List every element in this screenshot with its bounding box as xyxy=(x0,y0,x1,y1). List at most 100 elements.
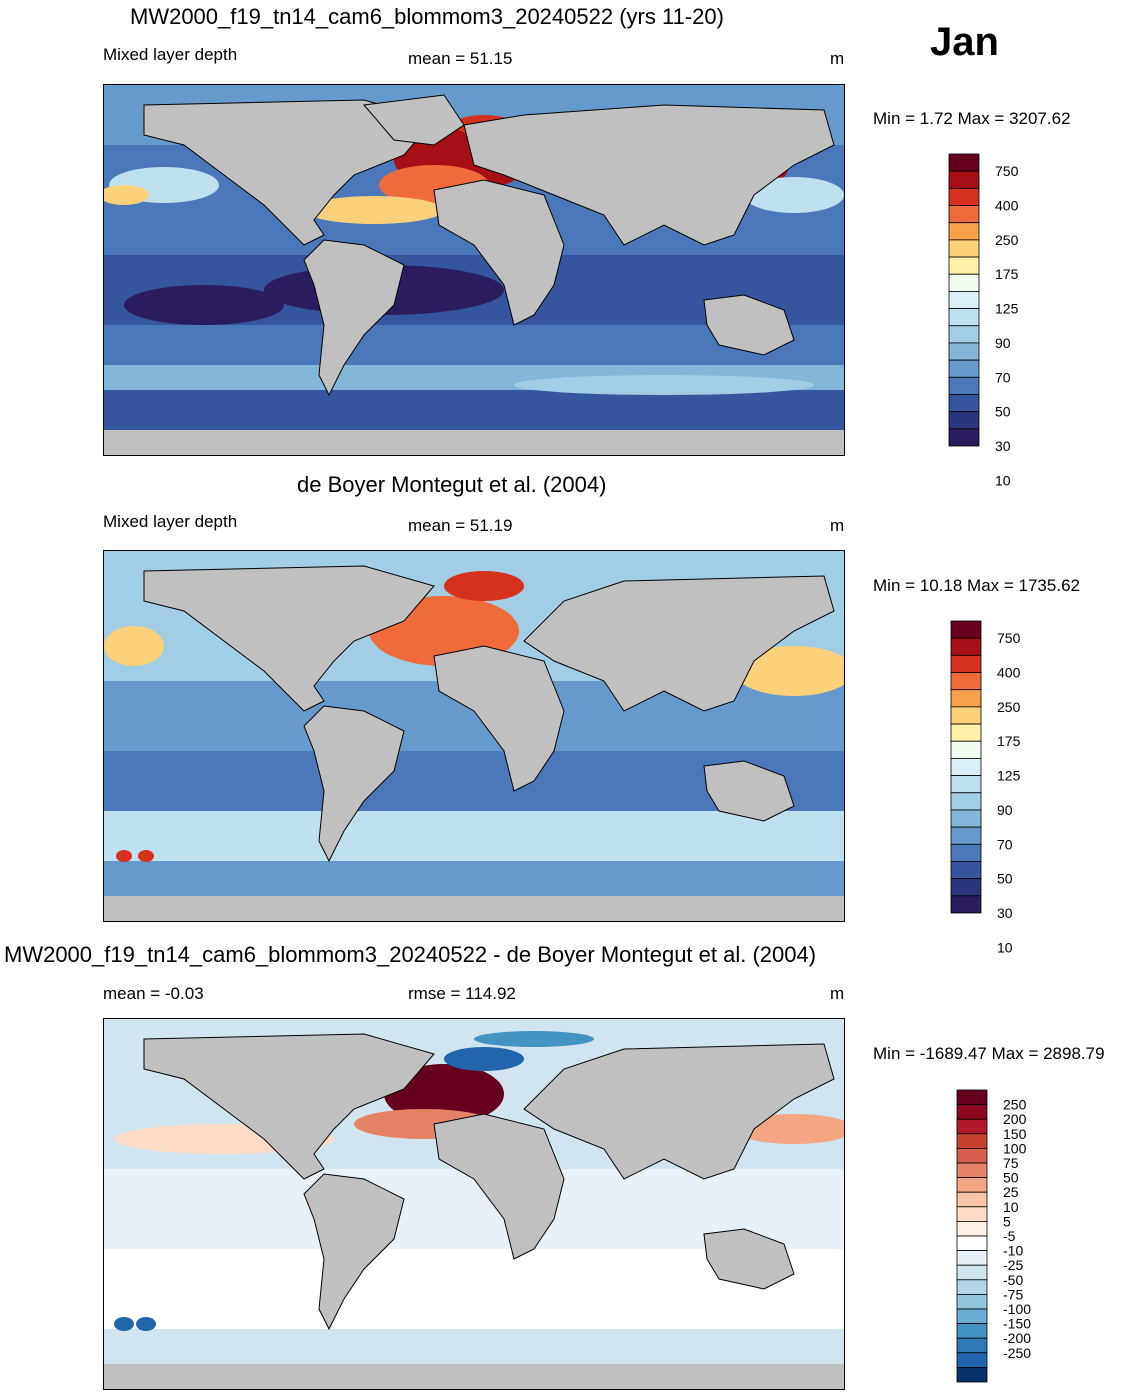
colorbar-swatch xyxy=(950,775,982,794)
colorbar-tick-label: 30 xyxy=(995,438,1011,454)
colorbar-swatch xyxy=(948,376,980,395)
panel-minmax-diff: Min = -1689.47 Max = 2898.79 xyxy=(873,1044,1105,1063)
colorbar-swatch xyxy=(950,826,982,845)
colorbar-swatch xyxy=(948,187,980,206)
colorbar-swatch xyxy=(948,411,980,430)
colorbar-swatch xyxy=(948,394,980,413)
panel-left-label-obs: Mixed layer depth xyxy=(103,512,238,531)
colorbar-tick-label: 75 xyxy=(1003,1155,1019,1171)
colorbar-swatch xyxy=(948,342,980,361)
map-svg-obs xyxy=(104,551,844,921)
colorbar-swatch xyxy=(950,723,982,742)
map-obs xyxy=(103,550,845,922)
colorbar-swatch xyxy=(950,895,982,914)
colorbar-tick-label: -150 xyxy=(1003,1316,1031,1332)
colorbar-swatch xyxy=(948,256,980,275)
colorbar-tick-label: 100 xyxy=(1003,1140,1027,1156)
colorbar-tick-label: 90 xyxy=(997,802,1013,818)
colorbar-swatch xyxy=(948,359,980,378)
panel-title-obs: de Boyer Montegut et al. (2004) xyxy=(297,472,607,497)
colorbar-tick-label: 125 xyxy=(995,301,1019,317)
map-diff xyxy=(103,1018,845,1390)
colorbar-tick-label: 25 xyxy=(1003,1184,1019,1200)
colorbar-swatch xyxy=(956,1089,988,1106)
colorbar-tick-label: -200 xyxy=(1003,1330,1031,1346)
colorbar-tick-label: -25 xyxy=(1003,1257,1023,1273)
colorbar-swatch xyxy=(950,620,982,639)
colorbar-obs: 750 400 250 175 125 90 70 50 30 10 xyxy=(950,620,1041,955)
colorbar-swatch xyxy=(950,861,982,880)
colorbar-tick-label: 200 xyxy=(1003,1111,1027,1127)
colorbar-tick-label: 50 xyxy=(997,871,1013,887)
map-svg-model xyxy=(104,85,844,455)
panel-rmse-diff: rmse = 114.92 xyxy=(408,984,516,1003)
colorbar-swatch xyxy=(956,1323,988,1339)
colorbar-tick-label: 70 xyxy=(997,836,1013,852)
colorbar-swatch xyxy=(950,740,982,759)
colorbar-tick-label: 50 xyxy=(995,404,1011,420)
colorbar-swatch xyxy=(948,153,980,172)
panel-mean-diff: mean = -0.03 xyxy=(103,984,204,1003)
colorbar-model: 750 400 250 175 125 90 70 50 30 10 xyxy=(948,153,1039,488)
colorbar-swatch xyxy=(948,308,980,327)
colorbar-swatch xyxy=(948,325,980,344)
colorbar-swatch xyxy=(956,1264,988,1281)
colorbar-tick-label: 400 xyxy=(997,665,1021,681)
colorbar-diff: 250 200 150 100 75 50 25 10 5 -5 -10 -25 -50 -75 -100-… xyxy=(956,1089,1047,1385)
panel-minmax-obs: Min = 10.18 Max = 1735.62 xyxy=(873,576,1080,595)
colorbar-swatch xyxy=(956,1293,988,1310)
colorbar-swatch xyxy=(950,878,982,897)
panel-mean-obs: mean = 51.19 xyxy=(408,516,513,535)
colorbar-tick-label: -100 xyxy=(1003,1301,1031,1317)
colorbar-swatch xyxy=(956,1279,988,1295)
colorbar-swatch xyxy=(950,792,982,811)
colorbar-tick-label: 30 xyxy=(997,905,1013,921)
colorbar-tick-label: 10 xyxy=(1003,1199,1019,1215)
colorbar-swatch xyxy=(956,1235,988,1252)
colorbar-swatch xyxy=(956,1206,988,1222)
map-model xyxy=(103,84,845,456)
colorbar-swatch xyxy=(950,809,982,828)
colorbar-swatch xyxy=(956,1177,988,1193)
colorbar-swatch xyxy=(956,1337,988,1354)
colorbar-tick-label: 250 xyxy=(1003,1097,1027,1113)
colorbar-swatch xyxy=(950,654,982,673)
month-label: Jan xyxy=(930,20,999,64)
colorbar-swatch xyxy=(950,706,982,725)
colorbar-swatch xyxy=(948,273,980,292)
colorbar-tick-label: -250 xyxy=(1003,1345,1031,1361)
colorbar-tick-label: 175 xyxy=(997,733,1021,749)
colorbar-swatch xyxy=(950,758,982,776)
colorbar-swatch xyxy=(956,1118,988,1135)
colorbar-tick-label: 250 xyxy=(995,232,1019,248)
colorbar-tick-label: 175 xyxy=(995,266,1019,282)
colorbar-swatch xyxy=(956,1191,988,1208)
colorbar-swatch xyxy=(948,205,980,224)
colorbar-swatch xyxy=(950,637,982,656)
colorbar-tick-label: 10 xyxy=(995,472,1011,488)
panel-minmax-model: Min = 1.72 Max = 3207.62 xyxy=(873,109,1071,128)
panel-units-model: m xyxy=(830,49,845,68)
colorbar-tick-label: -10 xyxy=(1003,1243,1023,1259)
panel-mean-model: mean = 51.15 xyxy=(408,49,513,68)
colorbar-swatch xyxy=(950,672,982,691)
colorbar-swatch xyxy=(950,843,982,862)
colorbar-swatch xyxy=(956,1148,988,1164)
colorbar-tick-label: 150 xyxy=(1003,1126,1027,1142)
colorbar-swatch xyxy=(956,1220,988,1237)
colorbar-swatch xyxy=(956,1250,988,1266)
panel-left-label-model: Mixed layer depth xyxy=(103,45,238,64)
colorbar-tick-label: 125 xyxy=(997,768,1021,784)
colorbar-swatch xyxy=(956,1104,988,1120)
colorbar-tick-label: -5 xyxy=(1003,1228,1016,1244)
panel-title-diff: MW2000_f19_tn14_cam6_blommom3_20240522 -… xyxy=(4,942,817,967)
colorbar-swatch xyxy=(948,170,980,189)
colorbar-swatch xyxy=(948,239,980,258)
colorbar-swatch xyxy=(956,1133,988,1149)
colorbar-swatch xyxy=(948,222,980,241)
colorbar-tick-label: 5 xyxy=(1003,1213,1011,1229)
colorbar-swatch xyxy=(956,1352,988,1368)
colorbar-tick-label: 90 xyxy=(995,335,1011,351)
colorbar-swatch xyxy=(956,1308,988,1325)
colorbar-tick-label: 70 xyxy=(995,369,1011,385)
